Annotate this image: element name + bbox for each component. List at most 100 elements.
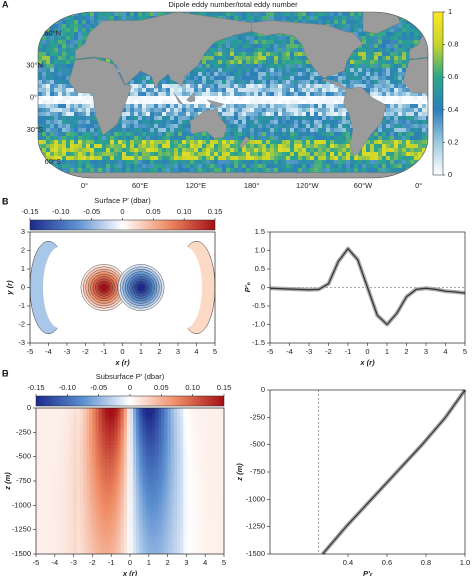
map-cell <box>262 16 266 20</box>
map-cell <box>394 176 398 178</box>
map-cell <box>254 44 258 48</box>
map-cell <box>198 88 202 92</box>
map-cell <box>222 12 226 16</box>
field-cell <box>48 539 52 544</box>
map-cell <box>234 136 238 140</box>
map-cell <box>346 164 350 168</box>
field-cell <box>79 440 84 445</box>
map-cell <box>342 160 346 164</box>
map-cell <box>134 88 138 92</box>
map-cell <box>226 64 230 68</box>
map-cell <box>302 60 306 64</box>
map-cell <box>230 140 234 144</box>
map-cell <box>394 84 398 88</box>
map-cell <box>406 112 410 116</box>
map-cell <box>66 48 70 52</box>
map-cell <box>174 92 178 96</box>
map-cell <box>302 76 306 80</box>
map-cell <box>198 132 202 136</box>
map-cell <box>386 164 390 168</box>
map-cell <box>58 48 62 52</box>
map-cell <box>386 120 390 124</box>
field-cell <box>57 455 62 460</box>
map-cell <box>370 84 374 88</box>
field-cell <box>61 528 65 533</box>
map-cell <box>258 156 262 160</box>
map-cell <box>294 124 298 128</box>
lon-label: 60°E <box>132 181 148 190</box>
map-cell <box>50 44 54 48</box>
map-cell <box>38 116 42 120</box>
map-cell <box>266 160 270 164</box>
map-cell <box>250 160 254 164</box>
map-cell <box>134 156 138 160</box>
map-cell <box>426 16 428 20</box>
field-cell <box>42 499 46 504</box>
map-cell <box>286 164 290 168</box>
map-cell <box>94 120 98 124</box>
map-cell <box>226 76 230 80</box>
map-cell <box>378 76 382 80</box>
map-cell <box>210 136 214 140</box>
field-cell <box>48 550 52 554</box>
map-cell <box>110 168 114 172</box>
map-cell <box>142 144 146 148</box>
colorbar-tick-label: 0.4 <box>448 105 458 114</box>
map-cell <box>198 168 202 172</box>
map-cell <box>78 32 82 36</box>
map-cell <box>222 96 226 100</box>
map-cell <box>234 124 238 128</box>
field-cell <box>64 440 68 445</box>
map-cell <box>398 40 402 44</box>
map-cell <box>134 108 138 112</box>
map-cell <box>410 104 414 108</box>
field-cell <box>61 462 65 467</box>
map-cell <box>70 48 74 52</box>
map-cell <box>166 100 170 104</box>
map-cell <box>334 116 338 120</box>
field-cell <box>64 466 68 471</box>
map-cell <box>226 100 230 104</box>
map-cell <box>406 128 410 132</box>
map-cell <box>218 48 222 52</box>
field-cell <box>51 459 56 464</box>
map-cell <box>266 12 270 16</box>
map-cell <box>162 160 166 164</box>
map-cell <box>122 152 126 156</box>
field-cell <box>45 462 49 467</box>
field-cell <box>54 491 59 496</box>
map-cell <box>382 100 386 104</box>
map-cell <box>250 104 254 108</box>
map-cell <box>334 120 338 124</box>
map-cell <box>310 108 314 112</box>
map-cell <box>62 40 66 44</box>
map-cell <box>346 112 350 116</box>
map-cell <box>370 88 374 92</box>
map-cell <box>314 152 318 156</box>
map-cell <box>382 60 386 64</box>
map-cell <box>74 108 78 112</box>
map-cell <box>322 20 326 24</box>
map-cell <box>66 100 70 104</box>
map-cell <box>134 164 138 168</box>
field-cell <box>36 550 40 554</box>
field-cell <box>76 546 81 551</box>
map-cell <box>398 108 402 112</box>
map-cell <box>314 20 318 24</box>
map-cell <box>126 148 130 152</box>
field-cell <box>51 451 56 456</box>
map-cell <box>262 160 266 164</box>
map-cell <box>402 164 406 168</box>
map-cell <box>390 60 394 64</box>
map-cell <box>326 152 330 156</box>
map-cell <box>354 28 358 32</box>
map-cell <box>318 12 322 16</box>
map-cell <box>246 76 250 80</box>
field-cell <box>45 543 49 547</box>
panel-label: D <box>2 368 9 378</box>
field-cell <box>64 481 68 485</box>
map-cell <box>146 100 150 104</box>
map-cell <box>150 88 154 92</box>
map-cell <box>206 132 210 136</box>
map-cell <box>154 92 158 96</box>
